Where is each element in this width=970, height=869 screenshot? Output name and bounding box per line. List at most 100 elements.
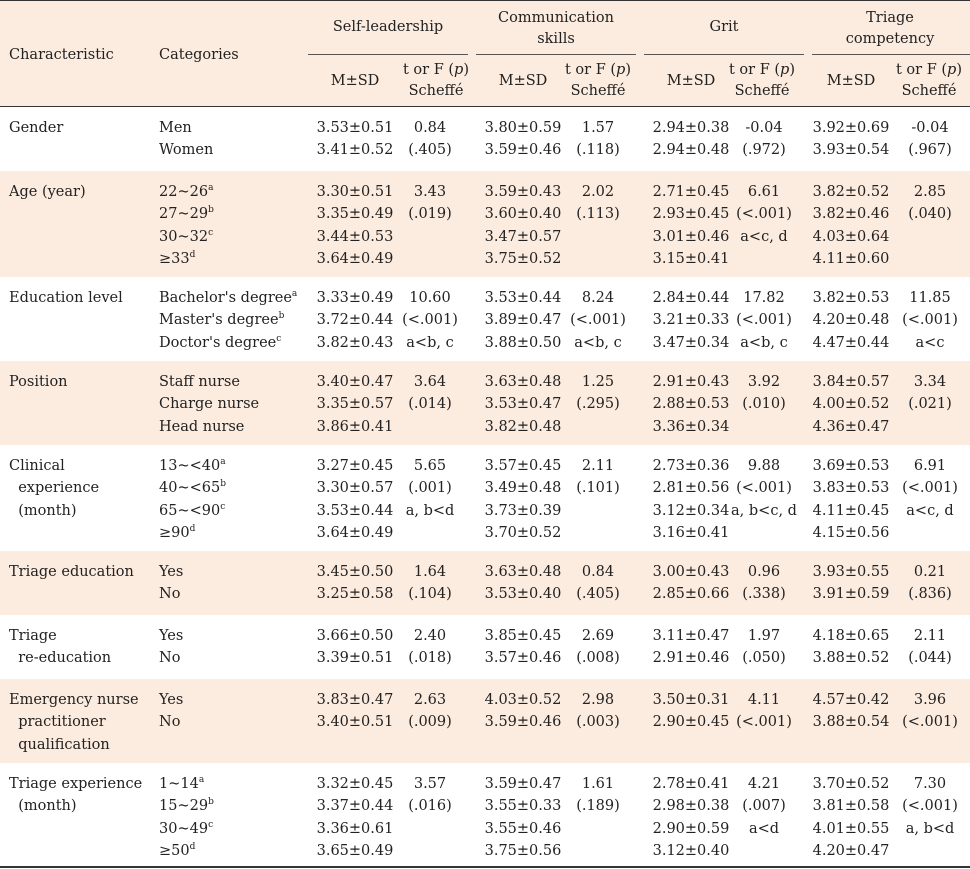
test-cell: 2.98 (.003) xyxy=(554,689,642,734)
test-cell: 3.43 (.019) xyxy=(386,181,474,226)
test-cell: 2.11 (.101) xyxy=(554,455,642,500)
msd-value: 3.39±0.51 xyxy=(316,650,394,667)
test-value: a, b<d xyxy=(405,502,455,519)
msd-value: 3.72±0.44 xyxy=(316,312,394,329)
msd-value: 4.47±0.44 xyxy=(812,334,890,351)
test-cell: 0.84 (.405) xyxy=(554,561,642,606)
characteristic-line: Clinical xyxy=(9,458,65,474)
msd-value: 3.35±0.57 xyxy=(316,396,394,413)
msd-value: 3.91±0.59 xyxy=(812,586,890,603)
category-label: 1~14 xyxy=(159,776,199,792)
test-value: 1.57 xyxy=(581,120,615,136)
msd-value: 4.20±0.48 xyxy=(812,312,890,329)
table-row: Gender Men Women 3.53±0.51 3.41±0.52 0.84 (.40… xyxy=(0,107,970,171)
category-label: Staff nurse xyxy=(159,374,240,390)
test-value: (.405) xyxy=(408,142,452,159)
test-value: 2.63 xyxy=(413,692,447,708)
msd-value: 3.30±0.57 xyxy=(316,480,394,497)
test-value: (.007) xyxy=(742,798,786,815)
test-value: (.016) xyxy=(408,798,452,815)
msd-value: 3.83±0.47 xyxy=(316,692,394,708)
msd-cell: 3.82±0.53 4.20±0.48 4.47±0.44 xyxy=(801,287,901,354)
msd-cell: 3.85±0.45 3.57±0.46 xyxy=(473,625,573,670)
msd-value: 3.35±0.49 xyxy=(316,206,394,223)
msd-value: 3.16±0.41 xyxy=(652,524,730,541)
test-value: (.104) xyxy=(408,586,452,603)
test-value: a<c xyxy=(915,334,945,351)
test-value: (.405) xyxy=(576,586,620,603)
msd-value: 2.78±0.41 xyxy=(652,776,730,792)
msd-value: 2.73±0.36 xyxy=(652,458,730,474)
test-value: 1.25 xyxy=(581,374,615,390)
msd-cell: 3.83±0.47 3.40±0.51 xyxy=(305,689,405,734)
characteristic-line: Gender xyxy=(9,120,64,136)
test-value: 0.21 xyxy=(913,564,947,580)
characteristic-cell: Triage education xyxy=(9,561,134,583)
category-label: 15~29 xyxy=(159,798,209,815)
category-label: 65~<90 xyxy=(159,502,221,519)
msd-value: 3.93±0.54 xyxy=(812,142,890,159)
test-value: (.967) xyxy=(908,142,952,159)
test-cell: 11.85 (<.001) a<c xyxy=(886,287,970,354)
category-superscript: c xyxy=(276,333,282,344)
header-test: t or F (p) Scheffé xyxy=(402,62,469,99)
category-item: 65~<90c xyxy=(159,500,226,522)
msd-value: 3.57±0.45 xyxy=(484,458,562,474)
msd-value: 3.80±0.59 xyxy=(484,120,562,136)
msd-value: 3.85±0.45 xyxy=(484,628,562,644)
test-value: (.040) xyxy=(908,206,952,223)
msd-cell: 2.78±0.41 2.98±0.38 2.90±0.59 3.12±0.40 xyxy=(641,773,741,862)
msd-value: 3.41±0.52 xyxy=(316,142,394,159)
msd-value: 2.93±0.45 xyxy=(652,206,730,223)
characteristic-cell: Clinical experience (month) xyxy=(9,455,99,522)
test-value: (<.001) xyxy=(902,480,958,497)
characteristic-line: (month) xyxy=(9,798,77,815)
msd-cell: 2.84±0.44 3.21±0.33 3.47±0.34 xyxy=(641,287,741,354)
table-row: Triage education Yes No 3.45±0.50 3.25±0.58 1… xyxy=(0,551,970,615)
header-msd: M±SD xyxy=(666,73,716,89)
category-label: Bachelor's degree xyxy=(159,290,292,306)
category-item: Women xyxy=(159,139,213,161)
test-value: (.836) xyxy=(908,586,952,603)
msd-cell: 3.40±0.47 3.35±0.57 3.86±0.41 xyxy=(305,371,405,438)
test-value: 4.11 xyxy=(747,692,781,708)
test-value: (.003) xyxy=(576,714,620,731)
msd-value: 3.57±0.46 xyxy=(484,650,562,667)
msd-value: 3.01±0.46 xyxy=(652,228,730,245)
test-value: a, b<d xyxy=(905,820,955,837)
test-value: 6.91 xyxy=(913,458,947,474)
category-item: Yes xyxy=(159,561,183,583)
test-cell: 2.11 (.044) xyxy=(886,625,970,670)
category-item: 27~29b xyxy=(159,203,214,225)
test-value: (<.001) xyxy=(570,312,626,329)
header-msd: M±SD xyxy=(826,73,876,89)
msd-value: 3.70±0.52 xyxy=(812,776,890,792)
msd-value: 3.12±0.34 xyxy=(652,502,730,519)
category-item: 1~14a xyxy=(159,773,214,795)
msd-value: 3.64±0.49 xyxy=(316,250,394,267)
category-superscript: b xyxy=(208,205,214,216)
test-value: (.118) xyxy=(576,142,620,159)
msd-value: 2.90±0.59 xyxy=(652,820,730,837)
test-cell: -0.04 (.967) xyxy=(886,117,970,162)
test-cell: 3.96 (<.001) xyxy=(886,689,970,734)
category-superscript: b xyxy=(208,797,214,808)
test-cell: 2.40 (.018) xyxy=(386,625,474,670)
msd-value: 3.83±0.53 xyxy=(812,480,890,497)
table-row: Emergency nurse practitioner qualificati… xyxy=(0,679,970,763)
characteristic-line: Position xyxy=(9,374,68,390)
msd-value: 2.88±0.53 xyxy=(652,396,730,413)
msd-cell: 3.45±0.50 3.25±0.58 xyxy=(305,561,405,606)
msd-value: 3.82±0.46 xyxy=(812,206,890,223)
test-value: a<b, c xyxy=(406,334,454,351)
category-label: Doctor's degree xyxy=(159,334,277,351)
msd-value: 2.94±0.38 xyxy=(652,120,730,136)
category-label: ≥50 xyxy=(159,842,190,859)
msd-value: 3.53±0.51 xyxy=(316,120,394,136)
category-label: No xyxy=(159,650,181,667)
test-cell: 3.34 (.021) xyxy=(886,371,970,416)
test-value: 0.84 xyxy=(581,564,615,580)
msd-cell: 3.66±0.50 3.39±0.51 xyxy=(305,625,405,670)
test-cell: 3.64 (.014) xyxy=(386,371,474,416)
